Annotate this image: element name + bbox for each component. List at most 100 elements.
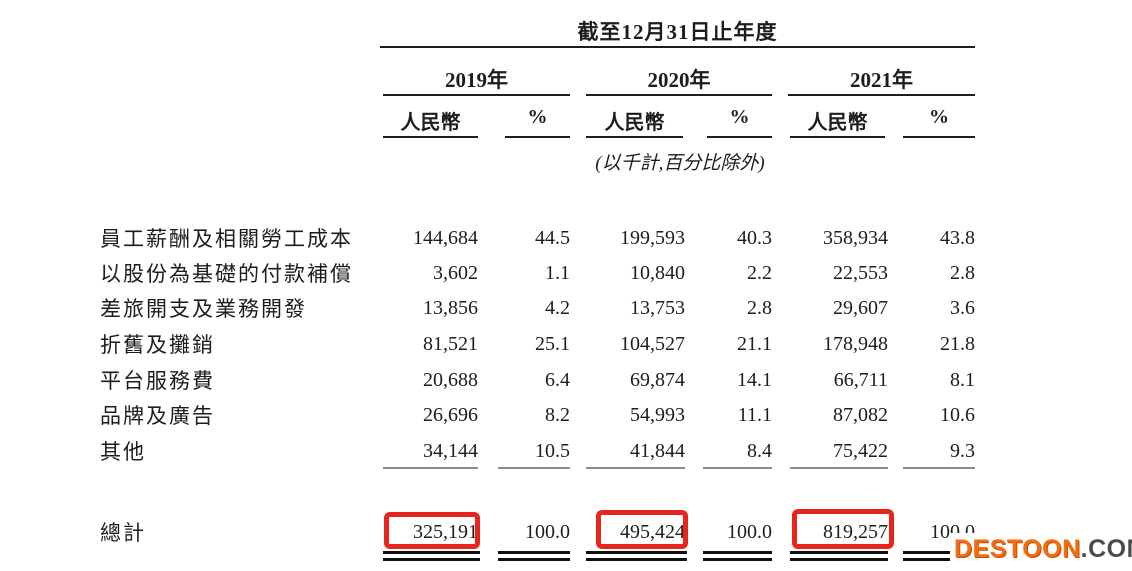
rmb-2019-value: 144,684 xyxy=(413,226,478,249)
rmb-2020-value: 69,874 xyxy=(630,368,685,391)
pct-2021-value: 8.1 xyxy=(950,368,975,391)
percent-header-2020: % xyxy=(729,106,750,128)
pct-2021-value: 9.3 xyxy=(950,439,975,462)
currency-header-2019: 人民幣 xyxy=(400,112,461,134)
period-header: 截至12月31日止年度 xyxy=(577,20,778,44)
subtotal-rule xyxy=(383,467,478,469)
pct-2021-value: 2.8 xyxy=(950,261,975,284)
currency-header-2021: 人民幣 xyxy=(807,112,868,134)
pct-2019-value: 4.2 xyxy=(545,296,570,319)
total-double-rule xyxy=(383,551,480,561)
watermark-primary-text: DESTOON xyxy=(954,535,1081,563)
pct-2020-value: 11.1 xyxy=(737,403,772,426)
rmb-2021-value: 29,607 xyxy=(833,296,888,319)
rmb-2020-value: 41,844 xyxy=(630,439,685,462)
pct-2020-value: 2.2 xyxy=(747,261,772,284)
table-row: 品牌及廣告 26,696 8.2 54,993 11.1 87,082 10.6 xyxy=(100,397,975,433)
table-row: 其他 34,144 10.5 41,844 8.4 75,422 9.3 xyxy=(100,433,975,469)
pct-2019-value: 6.4 xyxy=(545,368,570,391)
watermark-secondary-text: .COM xyxy=(1080,535,1132,563)
rmb-2020-value: 104,527 xyxy=(620,332,685,355)
row-label: 差旅開支及業務開發 xyxy=(100,297,307,321)
rmb-2021-value: 22,553 xyxy=(833,261,888,284)
row-label: 員工薪酬及相關勞工成本 xyxy=(100,227,353,251)
rmb-2021-value: 66,711 xyxy=(833,368,888,391)
table-row: 折舊及攤銷 81,521 25.1 104,527 21.1 178,948 2… xyxy=(100,326,975,362)
table-row: 差旅開支及業務開發 13,856 4.2 13,753 2.8 29,607 3… xyxy=(100,290,975,326)
rmb-2019-value: 3,602 xyxy=(433,261,478,284)
table-row: 員工薪酬及相關勞工成本 144,684 44.5 199,593 40.3 35… xyxy=(100,220,975,256)
pct-2019-value: 8.2 xyxy=(545,403,570,426)
row-label: 品牌及廣告 xyxy=(100,404,215,428)
total-double-rule xyxy=(703,551,772,561)
percent-2021-underline xyxy=(903,136,975,138)
row-label: 其他 xyxy=(100,440,146,464)
pct-2019-value: 25.1 xyxy=(535,332,570,355)
percent-header-2019: % xyxy=(527,106,548,128)
total-pct-2019: 100.0 xyxy=(525,520,570,543)
year-header-2019: 2019年 xyxy=(445,68,508,92)
subtotal-rule xyxy=(498,467,570,469)
rmb-2019-value: 13,856 xyxy=(423,296,478,319)
year-header-2020: 2020年 xyxy=(647,68,711,92)
subtotal-rule xyxy=(703,467,772,469)
total-double-rule xyxy=(498,551,570,561)
currency-2020-underline xyxy=(586,136,683,138)
rmb-2019-value: 20,688 xyxy=(423,368,478,391)
currency-2021-underline xyxy=(790,136,885,138)
pct-2019-value: 1.1 xyxy=(545,261,570,284)
rmb-2019-value: 26,696 xyxy=(423,403,478,426)
period-header-underline xyxy=(380,46,975,48)
total-double-rule xyxy=(903,551,975,561)
pct-2019-value: 10.5 xyxy=(535,439,570,462)
year-2020-underline xyxy=(586,94,772,96)
year-2021-underline xyxy=(788,94,975,96)
total-double-rule xyxy=(790,551,888,561)
subtotal-rule xyxy=(903,467,975,469)
rmb-2021-value: 87,082 xyxy=(833,403,888,426)
total-label: 總計 xyxy=(100,521,146,545)
rmb-2019-value: 34,144 xyxy=(423,439,478,462)
pct-2021-value: 43.8 xyxy=(940,226,975,249)
pct-2020-value: 2.8 xyxy=(747,296,772,319)
pct-2020-value: 40.3 xyxy=(737,226,772,249)
rmb-2020-value: 13,753 xyxy=(630,296,685,319)
rmb-2020-value: 54,993 xyxy=(630,403,685,426)
total-row: 總計 325,191 100.0 495,424 100.0 819,257 1… xyxy=(100,514,975,550)
rmb-2019-value: 81,521 xyxy=(423,332,478,355)
percent-2019-underline xyxy=(505,136,570,138)
pct-2020-value: 14.1 xyxy=(737,368,772,391)
table-row: 平台服務費 20,688 6.4 69,874 14.1 66,711 8.1 xyxy=(100,362,975,398)
row-label: 平台服務費 xyxy=(100,369,215,393)
total-pct-2020: 100.0 xyxy=(727,520,772,543)
currency-header-2020: 人民幣 xyxy=(604,112,665,134)
pct-2021-value: 3.6 xyxy=(950,296,975,319)
rmb-2020-value: 10,840 xyxy=(630,261,685,284)
table-row: 以股份為基礎的付款補償 3,602 1.1 10,840 2.2 22,553 … xyxy=(100,255,975,291)
pct-2020-value: 21.1 xyxy=(737,332,772,355)
rmb-2021-value: 75,422 xyxy=(833,439,888,462)
subtotal-rule xyxy=(586,467,685,469)
pct-2021-value: 21.8 xyxy=(940,332,975,355)
total-double-rule xyxy=(586,551,687,561)
total-rmb-2020: 495,424 xyxy=(620,520,685,543)
pct-2020-value: 8.4 xyxy=(747,439,772,462)
rmb-2021-value: 358,934 xyxy=(823,226,888,249)
rmb-2020-value: 199,593 xyxy=(620,226,685,249)
percent-header-2021: % xyxy=(929,106,949,128)
total-rmb-2021: 819,257 xyxy=(823,520,888,543)
units-note: (以千計,百分比除外) xyxy=(595,153,765,174)
percent-2020-underline xyxy=(707,136,772,138)
pct-2019-value: 44.5 xyxy=(535,226,570,249)
year-header-2021: 2021年 xyxy=(850,68,913,92)
watermark: DESTOON.COM xyxy=(950,533,1132,565)
rmb-2021-value: 178,948 xyxy=(823,332,888,355)
total-rmb-2019: 325,191 xyxy=(413,520,478,543)
pct-2021-value: 10.6 xyxy=(940,403,975,426)
year-2019-underline xyxy=(383,94,570,96)
subtotal-rule xyxy=(790,467,888,469)
row-label: 以股份為基礎的付款補償 xyxy=(100,262,353,286)
row-label: 折舊及攤銷 xyxy=(100,333,215,357)
currency-2019-underline xyxy=(383,136,478,138)
